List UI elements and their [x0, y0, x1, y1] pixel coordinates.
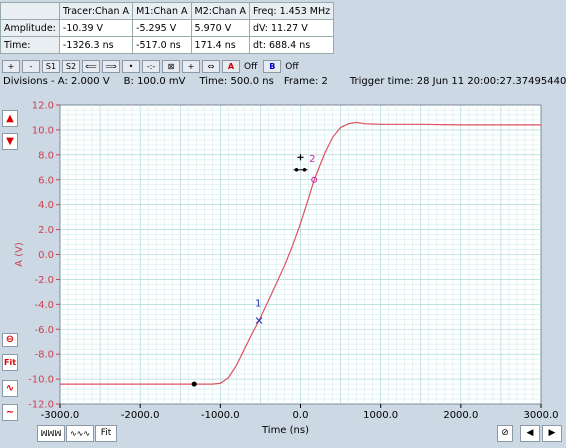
frame-number: Frame: 2 — [283, 76, 328, 87]
readout-header-row: Tracer:Chan A M1:Chan A M2:Chan A Freq: … — [0, 2, 335, 20]
y-axis-label: A (V) — [14, 242, 25, 267]
tracer-point — [191, 381, 197, 387]
readout-row-amplitude: Amplitude: -10.39 V -5.295 V 5.970 V dV:… — [0, 19, 335, 37]
move-right-button[interactable]: ⟹ — [102, 60, 120, 73]
chan-b-state: Off — [285, 61, 299, 72]
readout-cell: dt: 688.4 ns — [248, 36, 335, 54]
time-division: Time: 500.0 ns — [199, 76, 274, 87]
readout-header-cell: Freq: 1.453 MHz — [248, 2, 335, 20]
cursor-button[interactable]: -:- — [142, 60, 160, 73]
chan-a-state: Off — [244, 61, 258, 72]
y-tick-label: -8.0 — [34, 350, 54, 361]
right-arrow-icon[interactable]: ▶ — [542, 425, 562, 442]
x-tick-label: -3000.0 — [41, 410, 80, 421]
y-tick-label: 0.0 — [38, 250, 54, 261]
zero-icon[interactable]: ⊖ — [2, 333, 18, 347]
square-wave-icon[interactable]: ꟽꟽꟽ — [37, 425, 65, 442]
y-tick-label: 4.0 — [38, 200, 54, 211]
readout-header-cell: M1:Chan A — [132, 2, 192, 20]
marker-1-cross — [255, 317, 263, 324]
series-line — [60, 121, 541, 385]
x-tick-label: 1000.0 — [363, 410, 398, 421]
cursor-dot — [294, 167, 299, 172]
lock-icon[interactable]: ⊘ — [497, 425, 513, 442]
readout-row-label: Time: — [0, 36, 60, 54]
y-tick-label: 6.0 — [38, 175, 54, 186]
cursor-dot — [302, 167, 307, 172]
readout-table: Tracer:Chan A M1:Chan A M2:Chan A Freq: … — [0, 2, 335, 54]
divisions-a: Divisions - A: 2.000 V — [3, 76, 110, 87]
toolbar: + - S1 S2 ⟸ ⟹ • -:- ⊠ + ⇔ A Off B Off — [2, 60, 303, 73]
y-tick-label: -12.0 — [28, 400, 54, 411]
y-tick-label: -10.0 — [28, 375, 54, 386]
fit-button[interactable]: Fit — [2, 354, 18, 371]
fit-bottom-button[interactable]: Fit — [95, 425, 117, 442]
y-tick-label: -2.0 — [34, 275, 54, 286]
move-left-button[interactable]: ⟸ — [82, 60, 100, 73]
y-tick-label: 8.0 — [38, 150, 54, 161]
s1-button[interactable]: S1 — [42, 60, 60, 73]
y-tick-label: 12.0 — [32, 101, 54, 112]
zoom-out-button[interactable]: - — [22, 60, 40, 73]
readout-cell: 171.4 ns — [190, 36, 251, 54]
swap-button[interactable]: ⇔ — [202, 60, 220, 73]
chan-a-button[interactable]: A — [222, 60, 240, 73]
x-tick-label: -1000.0 — [201, 410, 240, 421]
y-tick-label: -4.0 — [34, 300, 54, 311]
left-arrow-icon[interactable]: ◀ — [520, 425, 540, 442]
x-tick-label: 0.0 — [293, 410, 309, 421]
readout-row-time: Time: -1326.3 ns -517.0 ns 171.4 ns dt: … — [0, 36, 335, 54]
x-tick-label: 2000.0 — [443, 410, 478, 421]
x-axis-label: Time (ns) — [261, 425, 309, 436]
arrow-down-icon[interactable]: ▼ — [2, 133, 18, 150]
x-tick-label: -2000.0 — [121, 410, 160, 421]
point-button[interactable]: • — [122, 60, 140, 73]
s2-button[interactable]: S2 — [62, 60, 80, 73]
sine-wave-a-icon[interactable]: ∿∿∿ — [66, 425, 94, 442]
zoom-in-button[interactable]: + — [2, 60, 20, 73]
readout-cell: -1326.3 ns — [58, 36, 134, 54]
marker-2-circle — [311, 176, 318, 183]
sine-wave-icon[interactable]: ∿ — [2, 380, 18, 397]
add-marker-button[interactable]: + — [182, 60, 200, 73]
y-tick-label: 10.0 — [32, 125, 54, 136]
marker-1-label: 1 — [255, 299, 261, 310]
marker-2-label: 2 — [309, 154, 315, 165]
x-tick-label: 3000.0 — [524, 410, 559, 421]
y-tick-label: 2.0 — [38, 225, 54, 236]
divisions-b: B: 100.0 mV — [123, 76, 186, 87]
trigger-time: Trigger time: 28 Jun 11 20:00:27.3749544… — [349, 76, 566, 87]
wave-icon[interactable]: ∼ — [2, 404, 18, 421]
chan-b-button[interactable]: B — [263, 60, 282, 73]
arrow-up-icon[interactable]: ▲ — [2, 110, 18, 127]
info-line: Divisions - A: 2.000 V B: 100.0 mV Time:… — [3, 76, 566, 87]
clear-button[interactable]: ⊠ — [162, 60, 180, 73]
y-tick-label: -6.0 — [34, 325, 54, 336]
